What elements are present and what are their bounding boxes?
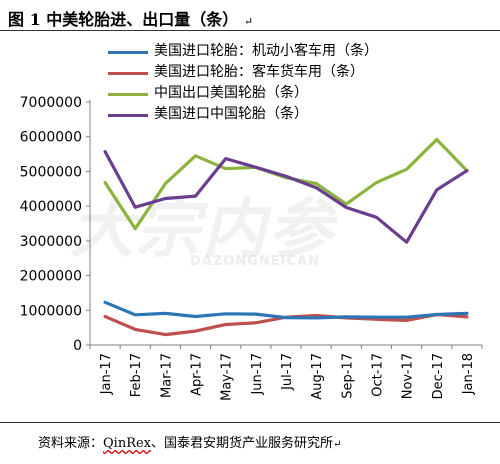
top-rule [0,30,500,31]
source-note: 资料来源：QinRex、国泰君安期货产业服务研究所↵ [38,436,342,451]
legend-label: 美国进口轮胎：客车货车用（条） [154,64,364,80]
y-tick-label: 7000000 [20,95,82,111]
legend-label: 美国进口中国轮胎（条） [154,106,308,122]
x-tick-label: Aug-17 [310,353,325,400]
x-tick-label: May-17 [220,353,235,401]
legend-swatch [108,93,148,96]
legend-label: 美国进口轮胎：机动小客车用（条） [154,43,378,59]
bottom-rule [0,422,500,423]
series-line [103,300,469,320]
x-tick-label: Jul-17 [280,353,295,391]
x-tick-label: Jan-18 [461,353,476,395]
line-chart: 0 1000000 2000000 3000000 4000000 5000000 6000… [20,95,483,401]
legend-swatch [108,51,148,54]
x-tick-label: Jan-17 [99,353,114,395]
y-tick-label: 3000000 [20,234,82,250]
x-tick-label: Oct-17 [370,353,385,397]
x-tick-label: Feb-17 [129,353,144,397]
figure-title: 图 1 中美轮胎进、出口量（条） ↵ [8,10,254,29]
y-tick-label: 0 [73,338,82,354]
legend-swatch [108,114,148,117]
y-tick-label: 5000000 [20,164,82,180]
y-tick-label: 6000000 [20,130,82,146]
x-tick-label: Jun-17 [250,353,265,396]
y-tick-label: 2000000 [20,269,82,285]
x-tick-label: Apr-17 [190,353,205,396]
y-tick-label: 1000000 [20,303,82,319]
series-line [103,137,469,231]
watermark-sub: DAZONGNEICAN [190,254,320,269]
x-tick-label: Mar-17 [159,353,174,398]
y-tick-label: 4000000 [20,199,82,215]
legend-swatch [108,72,148,75]
x-tick-label: Nov-17 [401,353,416,399]
watermark: 大宗内参 [70,193,334,267]
series-line [103,150,469,244]
legend-label: 中国出口美国轮胎（条） [154,85,308,101]
x-tick-label: Dec-17 [431,353,446,399]
x-tick-label: Sep-17 [340,353,355,399]
